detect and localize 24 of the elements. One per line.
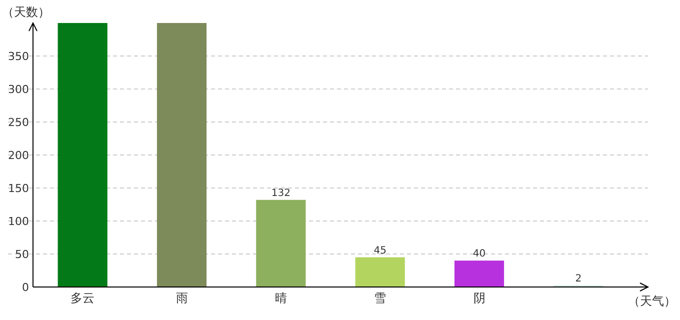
y-tick-label: 300 <box>8 83 29 96</box>
data-label: 40 <box>472 248 486 260</box>
x-tick-label: 雪 <box>374 291 386 305</box>
y-tick-label: 100 <box>8 215 29 228</box>
y-tick-label: 50 <box>15 248 29 261</box>
bar <box>454 260 504 287</box>
y-tick-label: 0 <box>22 281 29 294</box>
bar <box>355 257 405 287</box>
x-tick-label: 阴 <box>473 291 486 305</box>
x-tick-label: 多云 <box>70 291 95 305</box>
y-tick-label: 150 <box>8 182 29 195</box>
y-tick-label: 350 <box>8 50 29 63</box>
y-tick-label: 200 <box>8 149 29 162</box>
bar <box>256 200 306 287</box>
x-tick-label: 晴 <box>274 291 287 305</box>
data-label: 2 <box>575 274 582 285</box>
x-axis-title: （天气） <box>628 294 676 308</box>
y-tick-label: 250 <box>8 116 29 129</box>
x-tick-label: 雨 <box>176 291 188 305</box>
bar <box>58 23 108 287</box>
y-axis-title: （天数） <box>2 5 50 19</box>
data-label: 45 <box>374 245 386 256</box>
data-label: 132 <box>271 188 290 199</box>
bar <box>156 23 207 287</box>
